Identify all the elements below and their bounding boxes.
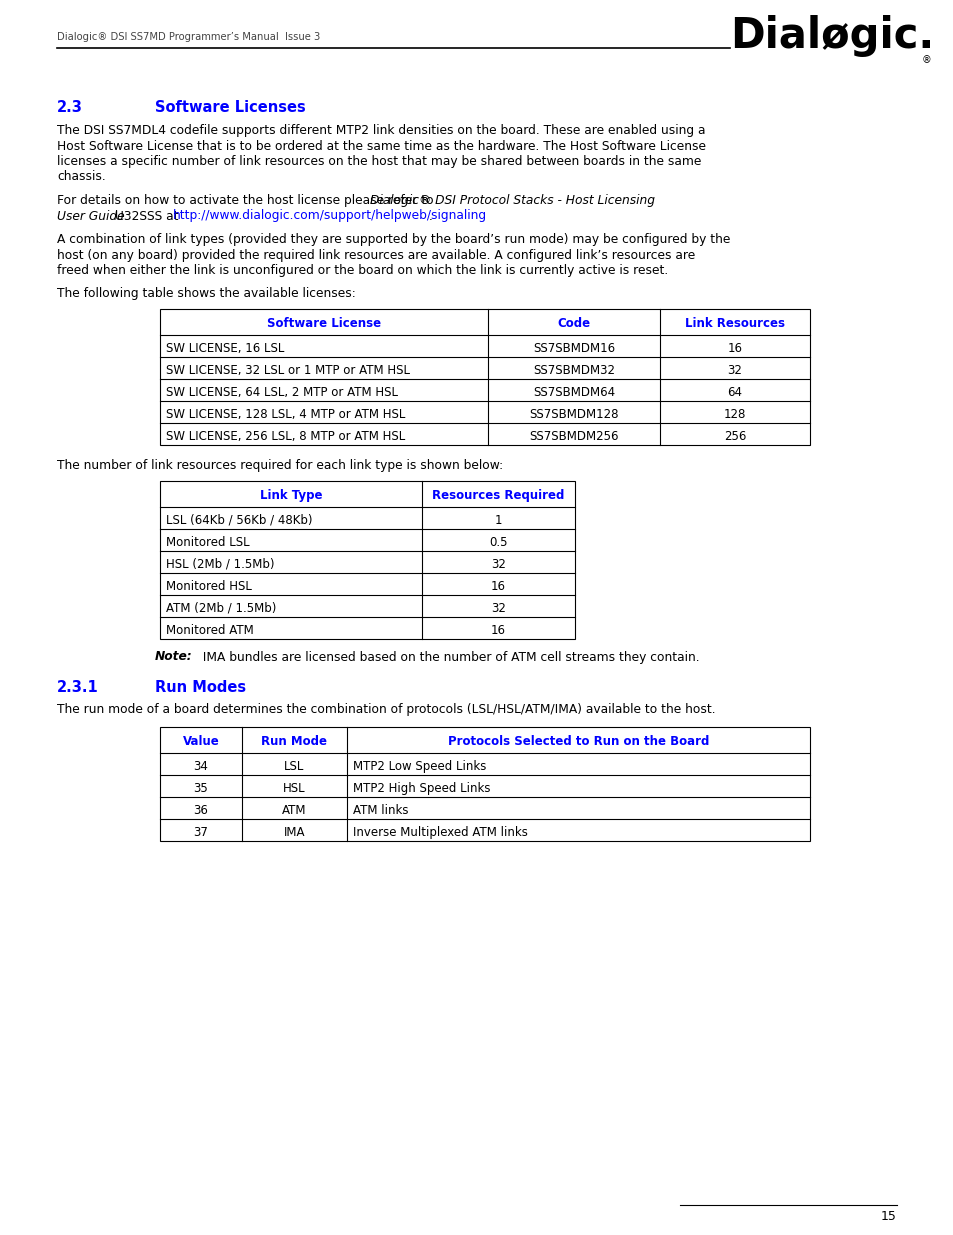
Text: HSL: HSL xyxy=(283,782,306,795)
Text: SS7SBMDM128: SS7SBMDM128 xyxy=(529,408,618,421)
Text: 32: 32 xyxy=(491,601,505,615)
Text: Monitored HSL: Monitored HSL xyxy=(166,579,252,593)
Text: 16: 16 xyxy=(491,624,505,636)
Text: 2.3: 2.3 xyxy=(57,100,83,115)
Text: ATM (2Mb / 1.5Mb): ATM (2Mb / 1.5Mb) xyxy=(166,601,276,615)
Text: SS7SBMDM256: SS7SBMDM256 xyxy=(529,430,618,443)
Bar xyxy=(160,727,809,841)
Text: MTP2 High Speed Links: MTP2 High Speed Links xyxy=(353,782,490,795)
Text: SW LICENSE, 64 LSL, 2 MTP or ATM HSL: SW LICENSE, 64 LSL, 2 MTP or ATM HSL xyxy=(166,387,397,399)
Text: Link Type: Link Type xyxy=(259,489,322,501)
Text: A combination of link types (provided they are supported by the board’s run mode: A combination of link types (provided th… xyxy=(57,233,730,246)
Text: http://www.dialogic.com/support/helpweb/signaling: http://www.dialogic.com/support/helpweb/… xyxy=(172,210,487,222)
Text: MTP2 Low Speed Links: MTP2 Low Speed Links xyxy=(353,760,486,773)
Text: IMA: IMA xyxy=(283,826,305,839)
Text: The number of link resources required for each link type is shown below:: The number of link resources required fo… xyxy=(57,459,502,472)
Text: 0.5: 0.5 xyxy=(489,536,507,548)
Text: Software Licenses: Software Licenses xyxy=(154,100,305,115)
Text: IMA bundles are licensed based on the number of ATM cell streams they contain.: IMA bundles are licensed based on the nu… xyxy=(194,651,699,663)
Text: licenses a specific number of link resources on the host that may be shared betw: licenses a specific number of link resou… xyxy=(57,156,700,168)
Text: Run Mode: Run Mode xyxy=(261,735,327,748)
Text: SS7SBMDM64: SS7SBMDM64 xyxy=(533,387,615,399)
Text: SS7SBMDM32: SS7SBMDM32 xyxy=(533,364,615,377)
Text: The following table shows the available licenses:: The following table shows the available … xyxy=(57,288,355,300)
Text: 36: 36 xyxy=(193,804,208,818)
Text: host (on any board) provided the required link resources are available. A config: host (on any board) provided the require… xyxy=(57,248,695,262)
Text: SW LICENSE, 256 LSL, 8 MTP or ATM HSL: SW LICENSE, 256 LSL, 8 MTP or ATM HSL xyxy=(166,430,405,443)
Text: Dialogic® DSI Protocol Stacks - Host Licensing: Dialogic® DSI Protocol Stacks - Host Lic… xyxy=(370,194,655,207)
Text: LSL: LSL xyxy=(284,760,304,773)
Text: The run mode of a board determines the combination of protocols (LSL/HSL/ATM/IMA: The run mode of a board determines the c… xyxy=(57,704,715,716)
Text: 32: 32 xyxy=(727,364,741,377)
Text: Dialogic® DSI SS7MD Programmer’s Manual  Issue 3: Dialogic® DSI SS7MD Programmer’s Manual … xyxy=(57,32,320,42)
Text: Inverse Multiplexed ATM links: Inverse Multiplexed ATM links xyxy=(353,826,527,839)
Text: 37: 37 xyxy=(193,826,208,839)
Text: SS7SBMDM16: SS7SBMDM16 xyxy=(533,342,615,354)
Text: 15: 15 xyxy=(881,1210,896,1223)
Text: ®: ® xyxy=(921,56,931,65)
Text: The DSI SS7MDL4 codefile supports different MTP2 link densities on the board. Th: The DSI SS7MDL4 codefile supports differ… xyxy=(57,124,705,137)
Text: 2.3.1: 2.3.1 xyxy=(57,680,99,695)
Text: 64: 64 xyxy=(727,387,741,399)
Text: SW LICENSE, 32 LSL or 1 MTP or ATM HSL: SW LICENSE, 32 LSL or 1 MTP or ATM HSL xyxy=(166,364,410,377)
Text: 32: 32 xyxy=(491,557,505,571)
Bar xyxy=(160,480,575,638)
Text: SW LICENSE, 16 LSL: SW LICENSE, 16 LSL xyxy=(166,342,284,354)
Text: SW LICENSE, 128 LSL, 4 MTP or ATM HSL: SW LICENSE, 128 LSL, 4 MTP or ATM HSL xyxy=(166,408,405,421)
Text: Value: Value xyxy=(182,735,219,748)
Text: Note:: Note: xyxy=(154,651,193,663)
Text: U32SSS at: U32SSS at xyxy=(111,210,182,222)
Text: Protocols Selected to Run on the Board: Protocols Selected to Run on the Board xyxy=(447,735,708,748)
Text: Monitored ATM: Monitored ATM xyxy=(166,624,253,636)
Text: For details on how to activate the host license please refer to: For details on how to activate the host … xyxy=(57,194,437,207)
Text: 16: 16 xyxy=(727,342,741,354)
Text: Run Modes: Run Modes xyxy=(154,680,246,695)
Text: Dialøgic.: Dialøgic. xyxy=(729,15,933,57)
Text: Monitored LSL: Monitored LSL xyxy=(166,536,250,548)
Text: HSL (2Mb / 1.5Mb): HSL (2Mb / 1.5Mb) xyxy=(166,557,274,571)
Text: Resources Required: Resources Required xyxy=(432,489,564,501)
Text: 34: 34 xyxy=(193,760,208,773)
Text: ATM: ATM xyxy=(282,804,307,818)
Text: 16: 16 xyxy=(491,579,505,593)
Text: Host Software License that is to be ordered at the same time as the hardware. Th: Host Software License that is to be orde… xyxy=(57,140,705,152)
Text: Link Resources: Link Resources xyxy=(684,317,784,330)
Text: 35: 35 xyxy=(193,782,208,795)
Text: Code: Code xyxy=(557,317,590,330)
Text: .: . xyxy=(429,210,433,222)
Text: User Guide: User Guide xyxy=(57,210,125,222)
Bar xyxy=(160,309,809,445)
Text: freed when either the link is unconfigured or the board on which the link is cur: freed when either the link is unconfigur… xyxy=(57,264,667,277)
Text: LSL (64Kb / 56Kb / 48Kb): LSL (64Kb / 56Kb / 48Kb) xyxy=(166,514,313,526)
Text: 1: 1 xyxy=(495,514,501,526)
Text: ATM links: ATM links xyxy=(353,804,408,818)
Text: 128: 128 xyxy=(723,408,745,421)
Text: chassis.: chassis. xyxy=(57,170,106,184)
Text: 256: 256 xyxy=(723,430,745,443)
Text: Software License: Software License xyxy=(267,317,380,330)
